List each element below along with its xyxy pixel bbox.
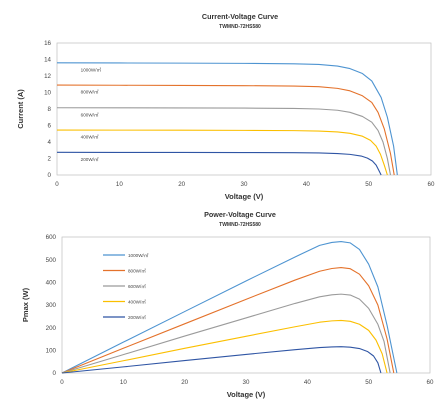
y-tick-label: 2	[48, 156, 52, 163]
curve-label: 200W/㎡	[81, 156, 99, 162]
chart-subtitle: TWMND-72HS580	[219, 24, 261, 30]
curve-label: 800W/㎡	[81, 89, 99, 95]
series-line-3	[61, 319, 388, 374]
y-tick-label: 6	[48, 123, 52, 130]
legend-entry: 200W/㎡	[128, 314, 146, 320]
series-line-3	[56, 129, 388, 176]
y-axis-label: Current (A)	[16, 89, 25, 129]
y-tick-label: 16	[44, 40, 51, 47]
curve-label: 400W/㎡	[81, 134, 99, 140]
x-tick-label: 30	[241, 181, 248, 188]
legend-entry: 600W/㎡	[128, 283, 146, 289]
series-line-2	[61, 293, 391, 374]
chart-title: Current-Voltage Curve	[202, 12, 278, 21]
legend-entry: 1000W/㎡	[128, 252, 149, 258]
curve-label: 1000W/㎡	[81, 66, 102, 72]
y-axis-label: Pmax (W)	[21, 287, 30, 322]
x-tick-label: 10	[116, 181, 123, 188]
x-tick-label: 40	[303, 181, 310, 188]
x-tick-label: 30	[243, 379, 250, 386]
series-line-4	[61, 346, 382, 374]
y-tick-label: 300	[46, 302, 57, 309]
pv-chart: Power-Voltage Curve TWMND-72HS580 0 10 20 30 4…	[21, 210, 434, 399]
x-tick-label: 40	[304, 379, 311, 386]
series-line-2	[56, 107, 392, 176]
chart-subtitle: TWMND-72HS580	[219, 222, 261, 228]
series-line-1	[56, 84, 395, 176]
curve-label: 600W/㎡	[81, 111, 99, 117]
x-axis-label: Voltage (V)	[225, 192, 264, 201]
series-line-0	[61, 240, 398, 374]
series-line-4	[56, 151, 382, 176]
y-tick-label: 0	[48, 172, 52, 179]
y-tick-label: 100	[46, 348, 57, 355]
legend-entry: 800W/㎡	[128, 267, 146, 273]
x-tick-label: 0	[60, 379, 64, 386]
x-axis-label: Voltage (V)	[227, 390, 266, 399]
x-tick-label: 10	[120, 379, 127, 386]
plot-area	[56, 42, 432, 176]
y-tick-label: 14	[44, 57, 51, 64]
x-tick-label: 20	[178, 181, 185, 188]
y-tick-label: 12	[44, 73, 51, 80]
x-tick-label: 60	[428, 181, 435, 188]
y-tick-label: 500	[46, 257, 57, 264]
chart-title: Power-Voltage Curve	[204, 210, 276, 219]
x-tick-label: 50	[365, 379, 372, 386]
series-line-1	[61, 267, 395, 374]
y-tick-label: 8	[48, 106, 52, 113]
x-tick-label: 20	[181, 379, 188, 386]
y-tick-label: 4	[48, 139, 52, 146]
y-tick-label: 600	[46, 234, 57, 241]
x-tick-label: 60	[427, 379, 434, 386]
series-line-0	[56, 62, 398, 176]
x-tick-label: 0	[55, 181, 59, 188]
legend-entry: 400W/㎡	[128, 298, 146, 304]
x-tick-label: 50	[365, 181, 372, 188]
y-tick-label: 10	[44, 90, 51, 97]
y-tick-label: 0	[53, 370, 57, 377]
plot-area	[61, 236, 431, 374]
y-tick-label: 200	[46, 325, 57, 332]
y-tick-label: 400	[46, 280, 57, 287]
